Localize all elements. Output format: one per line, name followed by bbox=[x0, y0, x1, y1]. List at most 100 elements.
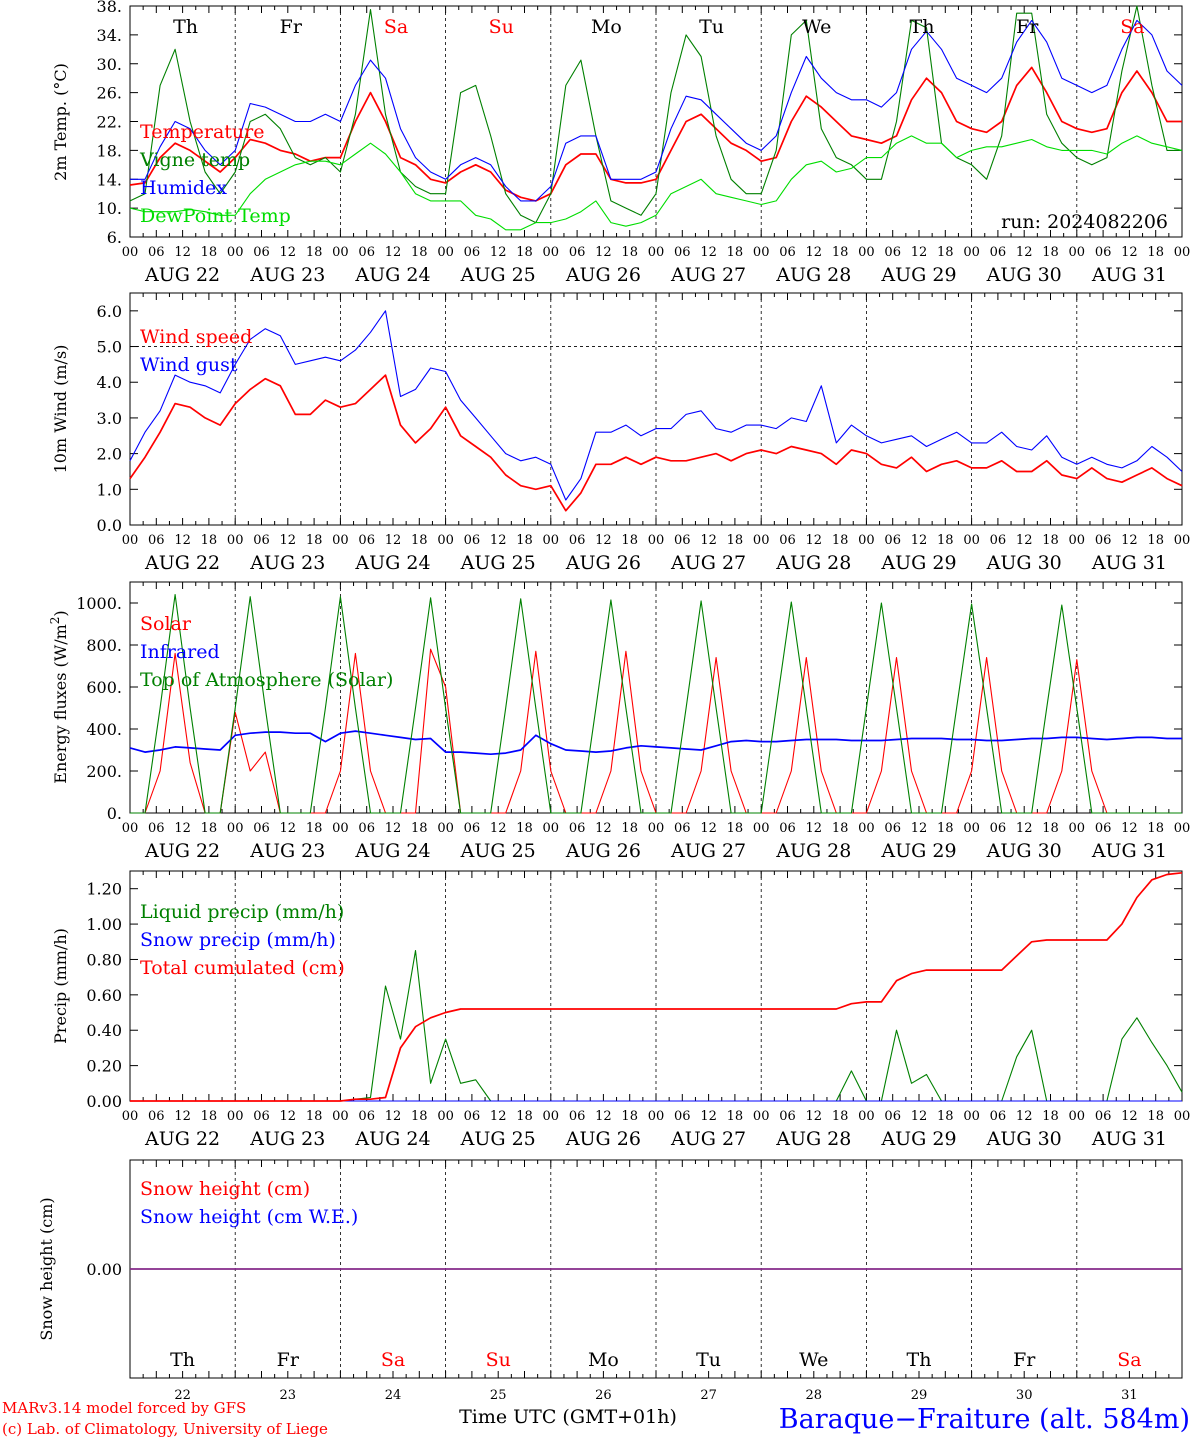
x-hour-label: 06 bbox=[779, 533, 796, 548]
x-hour-label: 12 bbox=[1121, 245, 1138, 260]
weekday-label-top: We bbox=[802, 16, 831, 38]
x-hour-label: 12 bbox=[700, 245, 717, 260]
x-hour-label: 18 bbox=[621, 1109, 638, 1124]
x-date-label: AUG 30 bbox=[986, 1128, 1062, 1150]
x-hour-label: 12 bbox=[385, 821, 402, 836]
station-title: Baraque−Fraiture (alt. 584m) bbox=[779, 1404, 1190, 1435]
weekday-label-bottom: Th bbox=[170, 1349, 195, 1371]
x-date-label: AUG 23 bbox=[249, 264, 325, 286]
x-hour-label: 00 bbox=[753, 245, 770, 260]
x-hour-label: 00 bbox=[753, 1109, 770, 1124]
weekday-label-top: Fr bbox=[280, 16, 303, 38]
legend-temperature: Temperature bbox=[140, 121, 264, 143]
x-hour-label: 06 bbox=[569, 245, 586, 260]
x-date-label: AUG 22 bbox=[144, 264, 220, 286]
day-number-label: 22 bbox=[174, 1388, 191, 1403]
x-date-label: AUG 30 bbox=[986, 264, 1062, 286]
day-number-label: 25 bbox=[490, 1388, 507, 1403]
x-hour-label: 00 bbox=[858, 1109, 875, 1124]
x-hour-label: 06 bbox=[464, 821, 481, 836]
x-hour-label: 00 bbox=[648, 245, 665, 260]
x-hour-label: 18 bbox=[1147, 533, 1164, 548]
day-number-label: 26 bbox=[595, 1388, 612, 1403]
legend-wind-gust: Wind gust bbox=[140, 354, 238, 376]
x-hour-label: 18 bbox=[1147, 821, 1164, 836]
panel-2: 0.0 1.0 2.0 3.0 4.0 5.0 6.0 10m Wind (m/s) Wind … bbox=[51, 292, 1190, 574]
day-number-label: 24 bbox=[385, 1388, 402, 1403]
x-hour-label: 06 bbox=[148, 245, 165, 260]
x-hour-label: 00 bbox=[963, 245, 980, 260]
x-hour-label: 18 bbox=[1147, 1109, 1164, 1124]
x-hour-label: 12 bbox=[174, 533, 191, 548]
x-hour-label: 00 bbox=[332, 533, 349, 548]
x-date-label: AUG 23 bbox=[249, 552, 325, 574]
x-hour-label: 12 bbox=[911, 821, 928, 836]
x-hour-label: 18 bbox=[937, 533, 954, 548]
x-hour-label: 00 bbox=[1069, 245, 1086, 260]
x-hour-label: 12 bbox=[806, 245, 823, 260]
x-date-label: AUG 29 bbox=[880, 552, 956, 574]
x-hour-label: 06 bbox=[464, 1109, 481, 1124]
legend-snow-precip-mm-h-: Snow precip (mm/h) bbox=[140, 929, 336, 951]
x-hour-label: 12 bbox=[385, 533, 402, 548]
x-hour-label: 18 bbox=[832, 1109, 849, 1124]
x-hour-label: 12 bbox=[806, 821, 823, 836]
x-hour-label: 06 bbox=[253, 821, 270, 836]
x-hour-label: 18 bbox=[411, 821, 428, 836]
x-hour-label: 06 bbox=[990, 533, 1007, 548]
y-tick-label: 400. bbox=[86, 720, 122, 739]
weekday-label-bottom: We bbox=[799, 1349, 828, 1371]
x-hour-label: 00 bbox=[753, 533, 770, 548]
x-hour-label: 00 bbox=[543, 1109, 560, 1124]
x-hour-label: 06 bbox=[884, 821, 901, 836]
footer-model: MARv3.14 model forced by GFS bbox=[2, 1399, 246, 1417]
x-date-label: AUG 28 bbox=[775, 264, 851, 286]
x-hour-label: 06 bbox=[358, 821, 375, 836]
x-date-label: AUG 25 bbox=[460, 840, 536, 862]
weekday-label-bottom: Fr bbox=[1013, 1349, 1036, 1371]
x-hour-label: 00 bbox=[332, 245, 349, 260]
x-hour-label: 00 bbox=[1174, 1109, 1191, 1124]
x-hour-label: 00 bbox=[437, 821, 454, 836]
x-hour-label: 18 bbox=[1042, 1109, 1059, 1124]
x-hour-label: 06 bbox=[358, 245, 375, 260]
x-hour-label: 00 bbox=[963, 1109, 980, 1124]
series-line-top-of-atmosphere-solar- bbox=[130, 594, 1182, 814]
series-line-wind-speed bbox=[129, 374, 1183, 512]
series-line-infrared bbox=[129, 730, 1182, 756]
x-hour-label: 00 bbox=[437, 245, 454, 260]
x-hour-label: 12 bbox=[490, 533, 507, 548]
y-axis-title: Energy fluxes (W/m2) bbox=[48, 610, 70, 783]
run-label: run: 2024082206 bbox=[1001, 211, 1168, 233]
x-date-label: AUG 26 bbox=[565, 264, 641, 286]
x-hour-label: 12 bbox=[174, 821, 191, 836]
x-date-label: AUG 29 bbox=[880, 264, 956, 286]
x-hour-label: 12 bbox=[1121, 533, 1138, 548]
x-hour-label: 06 bbox=[148, 1109, 165, 1124]
x-date-label: AUG 31 bbox=[1091, 840, 1167, 862]
x-hour-label: 00 bbox=[648, 821, 665, 836]
legend-dewpoint-temp: DewPoint Temp bbox=[140, 205, 291, 227]
legend-total-cumulated-cm-: Total cumulated (cm) bbox=[140, 957, 345, 979]
x-hour-label: 12 bbox=[595, 245, 612, 260]
x-hour-label: 00 bbox=[753, 821, 770, 836]
x-hour-label: 06 bbox=[569, 821, 586, 836]
x-hour-label: 06 bbox=[1095, 533, 1112, 548]
x-date-label: AUG 22 bbox=[144, 840, 220, 862]
weekday-label-bottom: Tu bbox=[696, 1349, 721, 1371]
x-hour-label: 06 bbox=[674, 245, 691, 260]
x-hour-label: 00 bbox=[963, 821, 980, 836]
weekday-label-bottom: Su bbox=[486, 1349, 511, 1371]
y-tick-label: 5.0 bbox=[97, 338, 122, 357]
x-hour-label: 18 bbox=[621, 245, 638, 260]
x-hour-label: 12 bbox=[280, 533, 297, 548]
x-hour-label: 12 bbox=[595, 821, 612, 836]
x-date-label: AUG 24 bbox=[354, 840, 430, 862]
weekday-label-top: Th bbox=[910, 16, 935, 38]
x-hour-label: 00 bbox=[963, 533, 980, 548]
x-hour-label: 00 bbox=[1174, 821, 1191, 836]
x-hour-label: 12 bbox=[806, 533, 823, 548]
x-hour-label: 00 bbox=[227, 245, 244, 260]
x-date-label: AUG 26 bbox=[565, 840, 641, 862]
x-date-label: AUG 24 bbox=[354, 1128, 430, 1150]
